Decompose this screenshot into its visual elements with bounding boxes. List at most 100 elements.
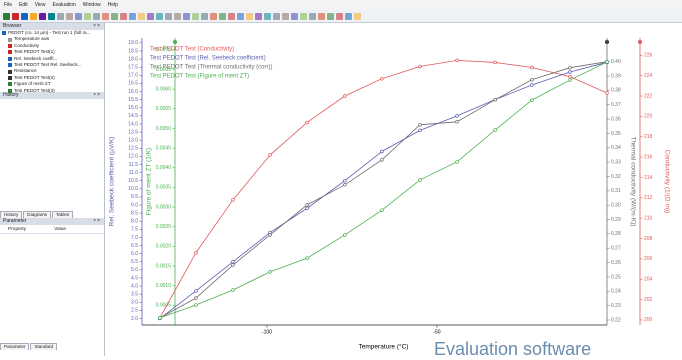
data-point [418,64,422,69]
toolbar-icon[interactable] [201,12,208,20]
tree-icon [8,37,12,42]
tree-label: Test PEDOT Test(2) [14,74,55,80]
y-tick-label: 0.23 [611,303,621,309]
tab[interactable]: Tables [51,211,74,218]
tree-item[interactable]: Conductivity [2,43,104,49]
toolbar-icon[interactable] [147,12,154,20]
y-tick-label: 10.0 [128,186,138,192]
legend-entry: Test PEDOT Test (Thermal conductivity (c… [150,65,272,71]
toolbar-icon[interactable] [102,12,109,20]
tree-item[interactable]: Test PEDOT Test Rel. Seebeck... [2,62,104,68]
y-tick-label: 0.22 [611,317,621,323]
toolbar-icon[interactable] [120,12,127,20]
toolbar-icon[interactable] [84,12,91,20]
toolbar-icon[interactable] [228,12,235,20]
toolbar-icon[interactable] [291,12,298,20]
tab[interactable]: Parameter [0,343,30,350]
toolbar-icon[interactable] [336,12,343,20]
y-tick-label: 0.29 [611,217,621,223]
toolbar-icon[interactable] [156,12,163,20]
toolbar-icon[interactable] [12,12,19,20]
toolbar-icon[interactable] [282,12,289,20]
toolbar-icon[interactable] [165,12,172,20]
panel-title: History [3,92,19,98]
tree-item[interactable]: Resistance [2,68,104,74]
tree-item[interactable]: Test PEDOT Test(2) [2,75,104,81]
y-tick-label: 10.5 [128,178,138,184]
toolbar-icon[interactable] [192,12,199,20]
tree-icon [8,69,12,74]
toolbar-icon[interactable] [237,12,244,20]
data-point [194,289,198,293]
toolbar-icon[interactable] [309,12,316,20]
tab[interactable]: History [0,211,23,218]
tree-icon [8,50,12,55]
tree-label: PEDOT (co. 14 µm) - Test run 1 (full ra.… [8,30,91,35]
tree-item[interactable]: Temperature axis [2,36,104,42]
toolbar-icon[interactable] [345,12,352,20]
toolbar-icon[interactable] [255,12,262,20]
tree-item[interactable]: Rel. Seebeck coeffi... [2,56,104,62]
data-point [231,263,235,267]
tree-item[interactable]: PEDOT (co. 14 µm) - Test run 1 (full ra.… [2,30,104,36]
toolbar-icon[interactable] [327,12,334,20]
toolbar-icon[interactable] [246,12,253,20]
panel-controls[interactable]: ᵖ × [93,23,100,29]
toolbar-icon[interactable] [300,12,307,20]
menu-item[interactable]: Help [107,2,118,8]
toolbar-icon[interactable] [30,12,37,20]
y-tick-label: 9.5 [131,194,138,200]
panel-controls[interactable]: ᵖ × [93,92,100,98]
toolbar-icon[interactable] [129,12,136,20]
toolbar-icon[interactable] [57,12,64,20]
data-point [268,233,272,237]
menu-item[interactable]: Edit [19,2,28,8]
parameter-header: Parameter ᵖ × [0,218,104,225]
y-tick-label: 17.0 [128,73,138,79]
toolbar-icon[interactable] [264,12,271,20]
data-point [568,74,572,79]
toolbar-icon[interactable] [93,12,100,20]
tree-icon [8,82,12,87]
tree-label: Rel. Seebeck coeffi... [14,55,58,61]
y-axis-title: Figure of merit ZT (1/K) [146,148,153,215]
menu-item[interactable]: File [4,2,13,8]
toolbar-icon[interactable] [3,12,10,20]
toolbar-icon[interactable] [174,12,181,20]
toolbar-icon[interactable] [111,12,118,20]
toolbar-icon[interactable] [183,12,190,20]
toolbar-icon[interactable] [273,12,280,20]
toolbar-icon[interactable] [210,12,217,20]
chart-background [105,23,682,356]
panel-controls[interactable]: ᵖ × [93,218,100,224]
data-point [194,303,198,307]
toolbar-icon[interactable] [219,12,226,20]
tab[interactable]: Diagrams [23,211,51,218]
tree-item[interactable]: Test PEDOT Test(1) [2,49,104,55]
tree-icon [8,88,12,93]
tree-item[interactable]: Figure of merit ZT [2,81,104,87]
toolbar-icon[interactable] [354,12,361,20]
y-tick-label: 214 [644,175,653,181]
tree-item[interactable]: Test PEDOT Test(3) [2,88,104,94]
data-point [231,260,235,264]
y-tick-label: 16.5 [128,81,138,87]
y-tick-label: 226 [644,53,653,59]
toolbar-icon[interactable] [75,12,82,20]
data-point [455,120,459,124]
menu-item[interactable]: Evaluation [52,2,76,8]
tab[interactable]: Standard [30,343,58,350]
y-tick-label: 0.30 [611,203,621,209]
toolbar-icon[interactable] [48,12,55,20]
y-tick-label: 0.28 [611,231,621,237]
toolbar-icon[interactable] [39,12,46,20]
y-tick-label: 8.5 [131,210,138,216]
toolbar-icon[interactable] [66,12,73,20]
menu-item[interactable]: Window [82,2,101,8]
y-tick-label: 5.5 [131,259,138,265]
toolbar-icon[interactable] [138,12,145,20]
menu-item[interactable]: View [34,2,46,8]
toolbar-icon[interactable] [318,12,325,20]
toolbar-icon[interactable] [21,12,28,20]
